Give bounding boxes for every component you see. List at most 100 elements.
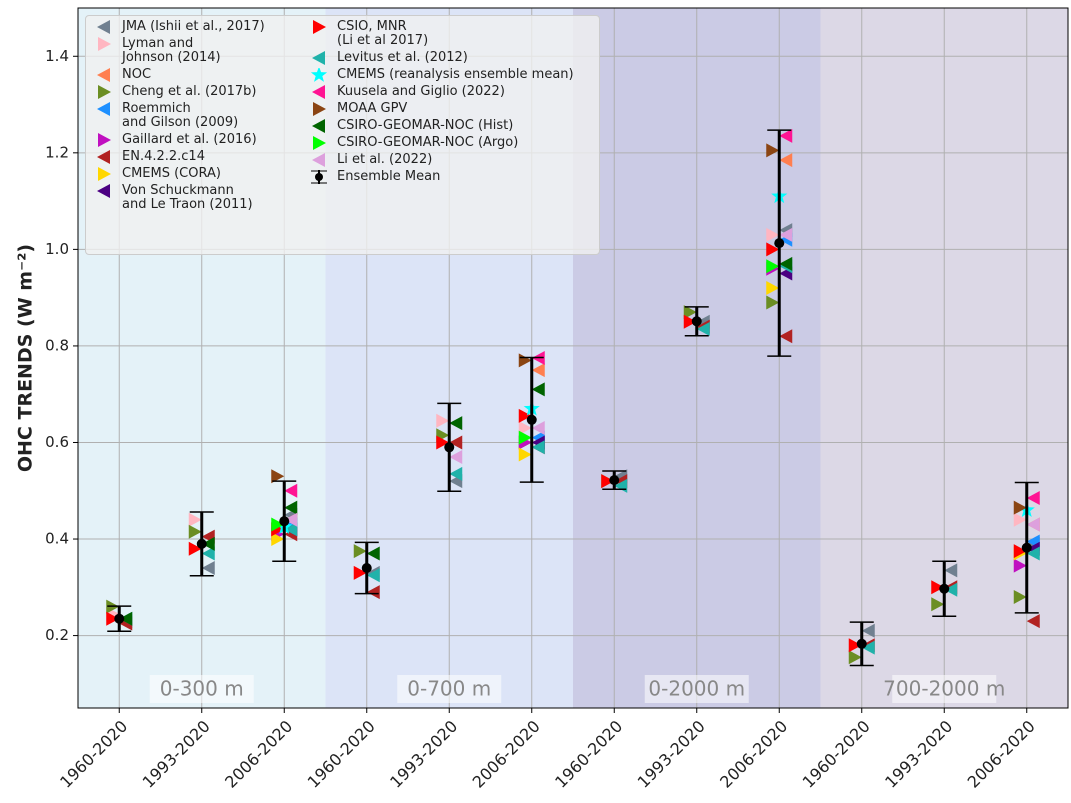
legend-entry: Von Schuckmann and Le Traon (2011) (92, 184, 307, 212)
legend-label: NOC (122, 67, 152, 82)
legend-entry: JMA (Ishii et al., 2017) (92, 20, 307, 34)
legend-entry: Li et al. (2022) (307, 153, 574, 167)
ensemble-point (691, 316, 702, 327)
marker (766, 295, 780, 310)
marker (683, 305, 697, 320)
ensemble-point (609, 475, 620, 486)
y-tick-label: 0.6 (45, 433, 69, 451)
legend-swatch (97, 102, 110, 116)
marker (436, 413, 450, 428)
legend-entry: Levitus et al. (2012) (307, 51, 574, 65)
x-tick-label: 1960-2020 (304, 717, 379, 792)
region-label-box (149, 675, 254, 703)
marker (696, 322, 710, 337)
marker (944, 563, 958, 578)
legend-entry: MOAA GPV (307, 102, 574, 116)
ensemble-point (361, 563, 372, 573)
y-tick-label: 1.2 (45, 143, 69, 161)
marker (531, 382, 545, 397)
y-tick-label: 1.0 (45, 240, 69, 258)
marker (1013, 512, 1027, 527)
legend-entry: CSIRO-GEOMAR-NOC (Argo) (307, 136, 574, 150)
legend-entry: Cheng et al. (2017b) (92, 85, 307, 99)
legend-swatch (313, 136, 326, 150)
marker (98, 37, 111, 51)
legend-swatch (312, 85, 325, 99)
marker (310, 68, 328, 82)
marker (312, 119, 325, 133)
legend-entry: Roemmich and Gilson (2009) (92, 102, 307, 130)
legend-entry: Gaillard et al. (2016) (92, 133, 307, 147)
marker (518, 430, 532, 445)
marker (188, 524, 202, 539)
marker (931, 580, 945, 595)
marker (531, 421, 545, 435)
marker (106, 611, 120, 626)
x-tick-label: 2006-2020 (221, 717, 296, 792)
legend-swatch (313, 20, 326, 34)
marker (366, 568, 380, 583)
legend-label: CSIRO-GEOMAR-NOC (Argo) (337, 135, 519, 150)
marker (97, 20, 110, 34)
region-label: 0-2000 m (648, 677, 745, 701)
x-tick-label: 1960-2020 (551, 717, 626, 792)
marker (848, 650, 862, 665)
legend-swatch (312, 153, 325, 167)
legend-label: EN.4.2.2.c14 (122, 149, 205, 164)
marker (449, 416, 463, 431)
marker (531, 363, 545, 378)
legend-label: Cheng et al. (2017b) (122, 84, 257, 99)
x-tick-label: 2006-2020 (964, 717, 1039, 792)
region-label-group: 0-2000 m (644, 675, 749, 703)
marker (366, 585, 380, 600)
marker (449, 449, 463, 464)
legend-label: Levitus et al. (2012) (337, 50, 468, 65)
marker (683, 314, 697, 329)
marker (188, 541, 202, 556)
legend-column: CSIO, MNR (Li et al 2017) Levitus et al. … (307, 20, 574, 250)
region-label-box (397, 675, 502, 703)
marker (766, 227, 780, 242)
legend-swatch (97, 68, 110, 82)
marker (1013, 500, 1027, 515)
legend-swatch (98, 85, 111, 99)
legend-label: Kuusela and Giglio (2022) (337, 84, 505, 99)
legend-label: CMEMS (reanalysis ensemble mean) (337, 67, 574, 82)
ensemble-point (444, 442, 455, 453)
marker (436, 435, 450, 450)
legend-label: Ensemble Mean (337, 169, 441, 184)
marker (1013, 544, 1027, 559)
marker (201, 536, 215, 551)
marker (861, 623, 875, 638)
marker (518, 421, 532, 435)
ensemble-point (774, 238, 785, 249)
marker (1026, 546, 1040, 561)
marker (201, 546, 215, 561)
marker (271, 469, 285, 484)
legend-label: Lyman and Johnson (2014) (122, 36, 221, 65)
ensemble-point (856, 638, 867, 649)
legend-swatch (97, 150, 110, 164)
marker (313, 102, 326, 116)
x-tick-label: 1993-2020 (881, 717, 956, 792)
marker (271, 517, 285, 532)
legend-entry: Ensemble Mean (307, 170, 574, 184)
region-label: 0-700 m (407, 677, 491, 701)
marker (284, 500, 298, 515)
marker (449, 435, 463, 450)
legend-label: JMA (Ishii et al., 2017) (122, 19, 265, 34)
marker (449, 466, 463, 481)
legend-label: Roemmich and Gilson (2009) (122, 101, 239, 130)
legend-swatch (97, 184, 110, 198)
x-tick-label: 1960-2020 (799, 717, 874, 792)
marker (313, 20, 326, 34)
plot-frame (77, 7, 1069, 709)
ensemble-point (114, 613, 125, 624)
marker (861, 640, 875, 655)
x-tick-label: 1993-2020 (139, 717, 214, 792)
marker (98, 167, 111, 181)
marker (779, 256, 793, 271)
x-tick-label: 1993-2020 (386, 717, 461, 792)
